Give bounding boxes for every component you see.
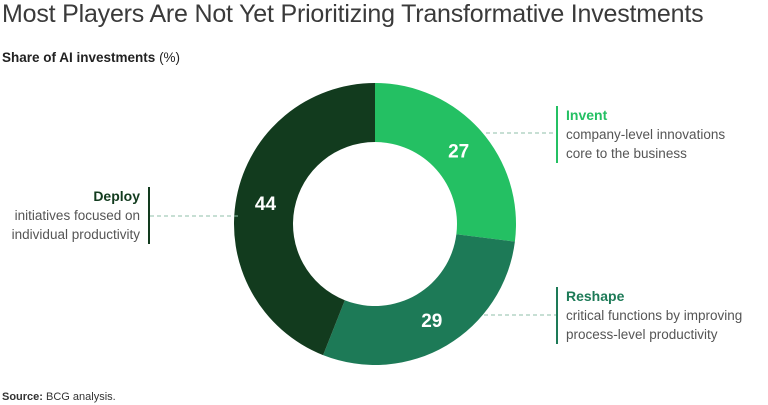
subtitle-unit: (%): [159, 50, 181, 65]
slice-value-labels: 27 29 44: [255, 141, 469, 332]
source-text: BCG analysis.: [46, 391, 116, 403]
callout-reshape-line2: process-level productivity: [566, 327, 718, 342]
value-label-deploy: 44: [255, 194, 277, 215]
slice-reshape: [323, 234, 515, 365]
source-note: Source: BCG analysis.: [2, 391, 116, 403]
callout-deploy-name: Deploy: [93, 188, 140, 204]
callout-deploy-line2: individual productivity: [11, 227, 140, 242]
donut-slices: [234, 83, 517, 365]
chart-title: Most Players Are Not Yet Prioritizing Tr…: [2, 0, 704, 28]
callout-invent-line1: company-level innovations: [566, 127, 726, 142]
callout-reshape-line1: critical functions by improving: [566, 308, 743, 323]
value-label-reshape: 29: [421, 311, 442, 332]
callout-deploy: Deploy initiatives focused on individual…: [12, 187, 150, 244]
callout-deploy-line1: initiatives focused on: [14, 208, 140, 223]
leader-lines: [150, 132, 556, 316]
value-label-invent: 27: [448, 141, 469, 162]
callout-invent-name: Invent: [566, 107, 608, 123]
subtitle-text: Share of AI investments: [2, 50, 156, 65]
chart-subtitle: Share of AI investments (%): [2, 50, 180, 65]
callout-invent-line2: core to the business: [566, 146, 687, 161]
source-label: Source:: [2, 391, 43, 403]
callout-reshape: Reshape critical functions by improving …: [556, 287, 742, 344]
callout-invent: Invent company-level innovations core to…: [556, 106, 725, 163]
slice-deploy: [234, 83, 375, 356]
slice-invent: [375, 83, 517, 242]
callout-reshape-name: Reshape: [566, 288, 625, 304]
